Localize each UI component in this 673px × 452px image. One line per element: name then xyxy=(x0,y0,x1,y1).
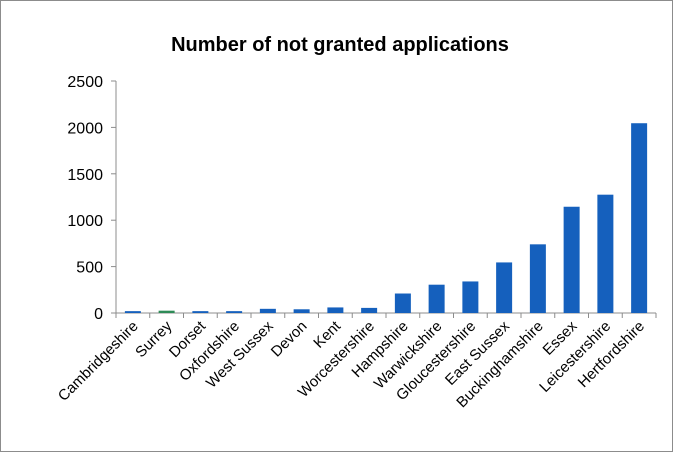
y-tick-label: 500 xyxy=(76,260,103,277)
x-axis xyxy=(115,312,657,318)
y-tick-label: 2000 xyxy=(67,120,103,137)
y-tick-label: 2500 xyxy=(67,74,103,91)
y-tick-label: 1000 xyxy=(67,213,103,230)
chart-title: Number of not granted applications xyxy=(171,34,509,56)
bar-leicestershire xyxy=(597,194,614,313)
bar-kent xyxy=(327,307,344,313)
x-tick-label: Cambridgeshire xyxy=(55,318,142,405)
category-labels: CambridgeshireSurreyDorsetOxfordshireWes… xyxy=(55,317,648,411)
bar-dorset xyxy=(192,311,209,313)
y-tick-label: 1500 xyxy=(67,167,103,184)
bar-hampshire xyxy=(394,293,411,313)
x-tick-label: Devon xyxy=(268,318,311,361)
y-axis: 0 500 1000 1500 2000 2500 xyxy=(67,74,117,323)
bars xyxy=(124,123,648,313)
bar-hertfordshire xyxy=(631,123,648,313)
bar-worcestershire xyxy=(361,307,378,313)
bar-surrey xyxy=(158,310,175,313)
bar-warwickshire xyxy=(428,284,445,313)
bar-devon xyxy=(293,309,310,313)
bar-west-sussex xyxy=(259,308,276,313)
bar-east-sussex xyxy=(496,262,513,313)
x-tick-label: Surrey xyxy=(132,317,176,361)
bar-buckinghamshire xyxy=(529,244,546,313)
y-tick-label: 0 xyxy=(94,306,103,323)
bar-cambridgeshire xyxy=(124,311,141,313)
bar-gloucestershire xyxy=(462,281,479,313)
bar-oxfordshire xyxy=(226,311,243,313)
bar-essex xyxy=(563,206,580,313)
